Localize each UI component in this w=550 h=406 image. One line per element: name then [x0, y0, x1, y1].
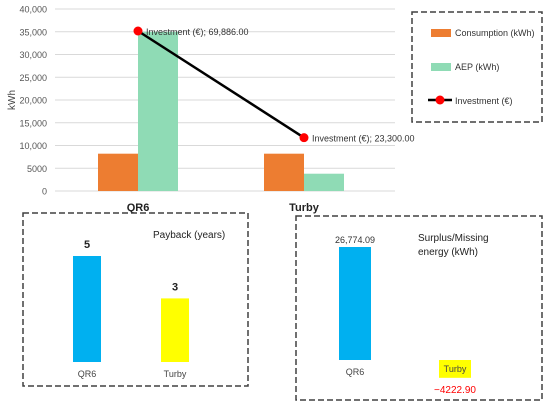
bar-consumption [98, 153, 138, 191]
legend-swatch-aep [431, 63, 451, 71]
payback-frame [22, 212, 249, 387]
payback-data-label: 5 [84, 239, 90, 251]
surplus-bar [339, 247, 371, 360]
legend-label-investment: Investment (€) [455, 96, 513, 106]
y-tick-label: 5000 [27, 164, 47, 174]
y-tick-label: 30,000 [19, 50, 47, 60]
main-chart: 0 5000 10,000 15,000 20,000 25,000 30,000 35,00… [7, 5, 415, 215]
surplus-bar [439, 360, 471, 378]
legend-label-consumption: Consumption (kWh) [455, 28, 535, 38]
investment-data-label: Investment (€); 69,886.00 [146, 27, 249, 37]
legend-frame [411, 11, 543, 123]
y-tick-label: 0 [42, 187, 47, 197]
investment-line: Investment (€); 69,886.00 Investment (€);… [133, 26, 415, 144]
payback-bars: 5 QR6 3 Turby [73, 239, 189, 379]
y-tick-label: 10,000 [19, 141, 47, 151]
main-x-tick-labels: QR6 Turby [127, 202, 320, 214]
main-y-axis-label: kWh [7, 90, 18, 110]
main-bars [98, 31, 344, 191]
bar-aep [138, 31, 178, 191]
y-tick-label: 35,000 [19, 27, 47, 37]
x-tick-label: Turby [289, 202, 320, 214]
bar-aep [304, 173, 344, 191]
surplus-bars: 26,774.09 QR6 Turby −4222.90 [335, 235, 476, 396]
payback-bar [73, 256, 101, 362]
surplus-title-line-2: energy (kWh) [418, 247, 478, 258]
legend-label-aep: AEP (kWh) [455, 62, 499, 72]
surplus-frame [295, 215, 543, 401]
bar-consumption [264, 153, 304, 191]
y-tick-label: 15,000 [19, 118, 47, 128]
surplus-data-label: −4222.90 [434, 385, 476, 396]
legend-swatch-investment-marker [435, 95, 445, 105]
payback-panel: Payback (years) 5 QR6 3 Turby [22, 212, 249, 387]
surplus-title-line-1: Surplus/Missing [418, 233, 489, 244]
payback-x-label: QR6 [78, 369, 97, 379]
surplus-x-label: QR6 [346, 367, 365, 377]
investment-line-segment [137, 29, 305, 139]
y-tick-label: 25,000 [19, 73, 47, 83]
y-tick-label: 20,000 [19, 96, 47, 106]
investment-point [133, 26, 143, 36]
legend-swatch-consumption [431, 29, 451, 37]
surplus-panel: Surplus/Missing energy (kWh) 26,774.09 QR… [295, 215, 543, 401]
investment-point [299, 133, 309, 143]
surplus-data-label: 26,774.09 [335, 235, 375, 245]
payback-bar [161, 298, 189, 362]
payback-title: Payback (years) [153, 230, 225, 241]
payback-x-label: Turby [164, 369, 187, 379]
legend: Consumption (kWh) AEP (kWh) Investment (… [411, 11, 543, 123]
investment-data-label: Investment (€); 23,300.00 [312, 134, 415, 144]
main-y-tick-labels: 0 5000 10,000 15,000 20,000 25,000 30,000 35,00… [19, 5, 47, 197]
surplus-x-label: Turby [444, 364, 467, 374]
payback-data-label: 3 [172, 281, 178, 293]
x-tick-label: QR6 [127, 202, 150, 214]
y-tick-label: 40,000 [19, 5, 47, 15]
